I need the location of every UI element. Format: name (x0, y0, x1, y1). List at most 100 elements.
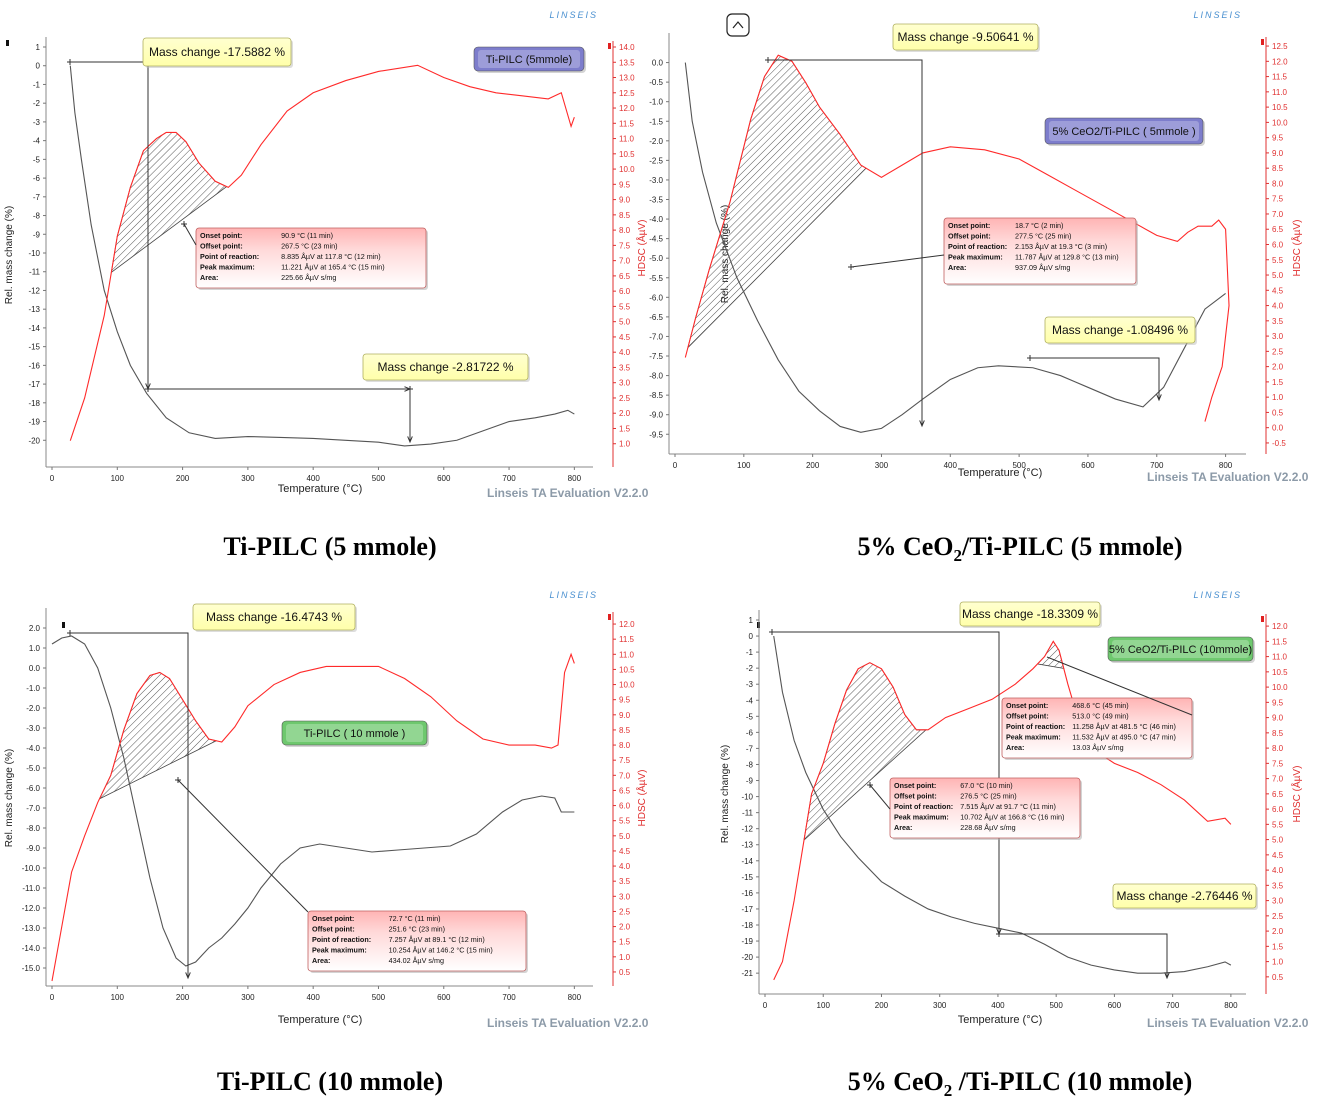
y-axis-label: Rel. mass change (%) (4, 206, 15, 304)
y2-tick-label: 10.5 (1272, 668, 1288, 677)
y2-tick-label: 7.5 (619, 241, 631, 250)
y-tick-label: 0.0 (29, 664, 41, 673)
y-tick-label: 2.0 (29, 624, 41, 633)
y2-tick-label: 12.0 (619, 620, 635, 629)
mass-change-line (684, 62, 1226, 433)
y-tick-label: -19 (28, 418, 40, 427)
axis-marker-left (6, 40, 9, 46)
peak-info-value: 267.5 °C (23 min) (281, 242, 337, 251)
y2-tick-label: 11.5 (1272, 637, 1288, 646)
mass-change-box (892, 23, 1039, 51)
y-tick-label: -3.5 (649, 196, 663, 205)
y-tick-label: -15 (741, 873, 753, 882)
y-tick-label: -9.0 (26, 844, 40, 853)
y2-tick-label: 6.0 (1272, 241, 1284, 250)
y2-tick-label: 10.5 (1272, 103, 1288, 112)
peak-info-value: 67.0 °C (10 min) (960, 781, 1012, 790)
y2-tick-label: 2.0 (1272, 927, 1284, 936)
x-tick-label: 300 (875, 461, 889, 470)
legend-box (1044, 117, 1204, 145)
mass-change-text: Mass change -9.50641 % (897, 30, 1033, 44)
axis-marker-right (608, 43, 611, 49)
y2-tick-label: 7.5 (1272, 759, 1284, 768)
y-tick-label: -8.5 (649, 391, 663, 400)
chart-ceo2-ti-pilc-5mmole: LINSEIS Linseis TA Evaluation V2.2.0 0.0 -0… (649, 0, 1320, 515)
software-label: Linseis TA Evaluation V2.2.0 (487, 486, 649, 500)
y-tick-label: -9 (33, 230, 41, 239)
x-tick-label: 0 (50, 993, 55, 1002)
y2-tick-label: 8.5 (619, 726, 631, 735)
y-tick-label: -16 (28, 361, 40, 370)
mass-change-box (362, 353, 529, 381)
peak-info-value: 10.702 ÅµV at 166.8 °C (16 min) (960, 813, 1064, 822)
y2-tick-label: 11.0 (619, 135, 635, 144)
peak-info-label: Offset point: (948, 232, 991, 241)
y2-tick-label: 9.5 (1272, 134, 1284, 143)
axis-marker-right (1261, 616, 1264, 622)
y-tick-label: 0 (36, 62, 41, 71)
anchor-cross (996, 931, 1002, 937)
caption-subscript: 2 (953, 546, 963, 566)
x-tick-label: 500 (372, 474, 386, 483)
scroll-up-button[interactable] (726, 13, 750, 37)
peak-info-label: Onset point: (948, 221, 990, 230)
arrow-head (185, 972, 191, 980)
peak-info-cross (175, 777, 181, 783)
y2-tick-label: 0.0 (1272, 424, 1284, 433)
scroll-up-button-frame (726, 13, 750, 37)
peak-info-value: 90.9 °C (11 min) (281, 231, 333, 240)
y-tick-label: -2.0 (649, 137, 663, 146)
peak-info-value: 11.532 ÅµV at 495.0 °C (47 min) (1072, 733, 1176, 742)
peak-info-label: Point of reaction: (312, 935, 371, 944)
peak-info-value: 468.6 °C (45 min) (1072, 701, 1128, 710)
legend-box (1107, 636, 1254, 662)
y-tick-label: -18 (741, 921, 753, 930)
y-tick-label: -2 (746, 664, 754, 673)
y2-tick-label: 3.5 (619, 877, 631, 886)
arrow-head (919, 420, 925, 428)
arrow-head (407, 436, 413, 444)
peak-info-label: Area: (894, 823, 912, 832)
x-tick-label: 0 (50, 474, 55, 483)
y-tick-label: -18 (28, 399, 40, 408)
y2-axis-label: HDSC (ÅµV) (1290, 220, 1303, 277)
arrow-head (1156, 394, 1162, 402)
y-tick-label: -20 (28, 436, 40, 445)
y2-tick-label: 11.0 (1272, 88, 1288, 97)
y-tick-label: -20 (741, 953, 753, 962)
x-tick-label: 700 (1166, 1001, 1180, 1010)
peak-info-pointer (869, 784, 891, 810)
y-tick-label: -21 (741, 969, 753, 978)
y2-tick-label: 13.0 (619, 74, 635, 83)
y2-tick-label: 7.0 (619, 257, 631, 266)
peak-info-label: Offset point: (1006, 712, 1049, 721)
y2-tick-label: 3.0 (1272, 897, 1284, 906)
y2-tick-label: 4.5 (619, 333, 631, 342)
caption-ti-pilc-10mmole: Ti-PILC (10 mmole) (130, 1067, 530, 1097)
peak-info-label: Peak maximum: (312, 946, 367, 955)
peak-info-label: Offset point: (894, 792, 937, 801)
y-tick-label: -13 (28, 305, 40, 314)
peak-info-value: 13.03 ÅµV s/mg (1072, 743, 1123, 752)
x-tick-label: 800 (568, 993, 582, 1002)
y2-tick-label: 12.0 (619, 104, 635, 113)
chart-svg-4: LINSEIS Linseis TA Evaluation V2.2.0 1 0 -1 -… (720, 590, 1309, 1030)
y-tick-label: -14 (741, 857, 753, 866)
mass-change-box (1112, 883, 1257, 909)
y2-tick-label: 8.0 (1272, 179, 1284, 188)
y-tick-label: -7 (33, 193, 41, 202)
peak-info-label: Point of reaction: (200, 252, 259, 261)
peak-area-hatch (98, 672, 218, 800)
peak-info-value: 18.7 °C (2 min) (1015, 221, 1063, 230)
legend-gloss (478, 50, 580, 68)
mass-change-text: Mass change -1.08496 % (1052, 323, 1188, 337)
peak-info-label: Area: (312, 956, 330, 965)
y-tick-label: -1 (33, 80, 41, 89)
y2-tick-label: 11.0 (619, 650, 635, 659)
hdsc-line (684, 54, 1230, 422)
mass-change-arrow (999, 933, 1168, 978)
y-tick-label: -5 (33, 155, 41, 164)
y-tick-label: -17 (28, 380, 40, 389)
x-tick-label: 500 (372, 993, 386, 1002)
peak-info-value: 11.221 ÅµV at 165.4 °C (15 min) (281, 263, 385, 272)
